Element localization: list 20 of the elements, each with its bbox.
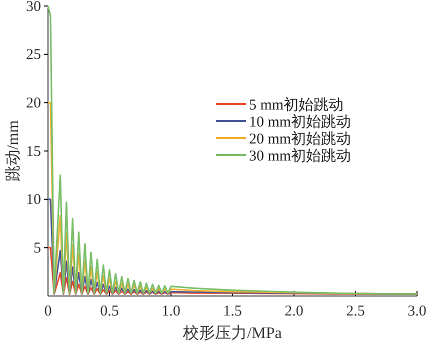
x-tick-label: 1.5 [223, 304, 242, 320]
y-tick-label: 15 [26, 144, 41, 160]
line-series [47, 5, 418, 295]
x-axis-title: 校形压力/MPa [182, 324, 282, 342]
y-tick-label: 20 [26, 95, 41, 112]
x-tick-label: 1.0 [162, 304, 180, 320]
x-tick-label: 3.0 [408, 304, 426, 320]
x-tick-label: 0 [44, 304, 52, 320]
y-tick-label: 25 [26, 47, 41, 64]
y-axis-title: 跳动/mm [4, 120, 22, 182]
y-tick-label: 30 [26, 0, 41, 15]
x-tick-label: 2.5 [346, 304, 365, 320]
x-tick-label: 0.5 [100, 304, 119, 320]
x-tick-label: 2.0 [284, 304, 304, 320]
legend-label: 20 mm初始跳动 [249, 130, 352, 148]
legend-label: 30 mm初始跳动 [249, 147, 352, 164]
y-tick-label: 5 [34, 240, 41, 256]
legend-label: 5 mm初始跳动 [249, 96, 344, 114]
y-tick-label: 10 [26, 192, 41, 208]
legend-label: 10 mm初始跳动 [249, 113, 352, 130]
